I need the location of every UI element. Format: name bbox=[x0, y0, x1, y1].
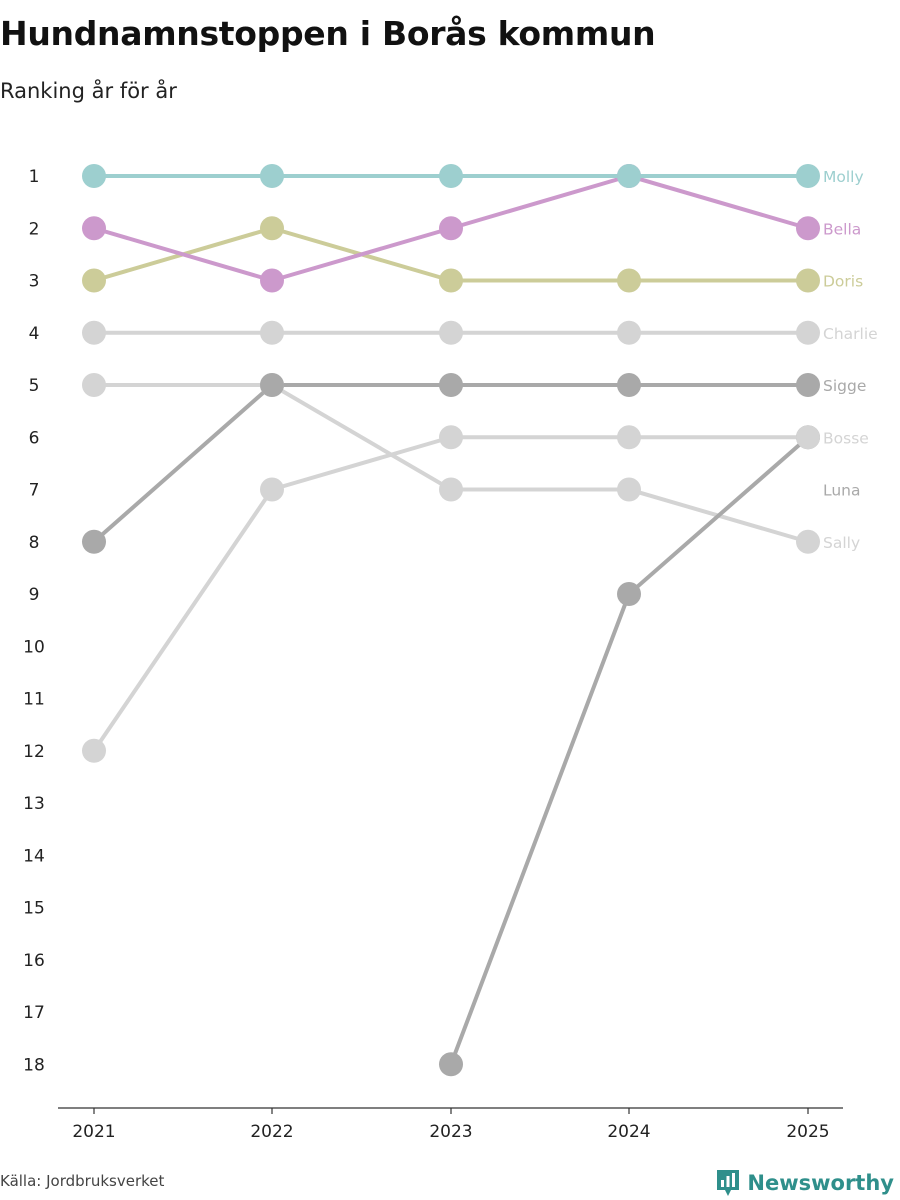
x-tick-label: 2023 bbox=[429, 1122, 472, 1142]
series-lines bbox=[92, 174, 810, 1065]
point-sally-2023 bbox=[439, 477, 463, 502]
series-line-sally bbox=[94, 383, 809, 544]
chart-subtitle: Ranking år för år bbox=[0, 79, 177, 103]
end-label-luna: Luna bbox=[823, 482, 861, 500]
point-bella-2021 bbox=[82, 216, 106, 241]
end-label-molly: Molly bbox=[823, 168, 864, 186]
series-line-luna bbox=[449, 435, 810, 1065]
point-charlie-2024 bbox=[617, 320, 641, 345]
point-bosse-2021 bbox=[82, 738, 106, 763]
x-axis: 2021 2022 2023 2024 2025 bbox=[58, 1107, 843, 1142]
point-bosse-2023 bbox=[439, 425, 463, 450]
point-bosse-2025 bbox=[796, 425, 820, 450]
y-tick-label: 13 bbox=[23, 794, 45, 814]
chart-title: Hundnamnstoppen i Borås kommun bbox=[0, 14, 656, 53]
series-points bbox=[82, 164, 820, 1077]
y-tick-label: 3 bbox=[29, 272, 40, 292]
point-sigge-2021 bbox=[82, 529, 106, 554]
point-sally-2021 bbox=[82, 373, 106, 397]
point-doris-2023 bbox=[439, 268, 463, 293]
series-line-sigge bbox=[92, 383, 808, 544]
point-bosse-2024 bbox=[617, 425, 641, 450]
end-label-charlie: Charlie bbox=[823, 325, 878, 343]
point-molly-2025 bbox=[796, 164, 820, 188]
x-tick-label: 2024 bbox=[607, 1122, 650, 1142]
y-tick-label: 7 bbox=[29, 481, 40, 501]
point-sigge-2022 bbox=[260, 373, 284, 397]
newsworthy-logo-icon bbox=[717, 1170, 740, 1196]
y-tick-label: 2 bbox=[29, 219, 40, 239]
point-molly-2022 bbox=[260, 164, 284, 188]
point-doris-2021 bbox=[82, 268, 106, 293]
y-tick-label: 10 bbox=[23, 637, 45, 657]
x-tick-label: 2021 bbox=[72, 1122, 115, 1142]
y-tick-label: 4 bbox=[29, 324, 40, 344]
y-tick-label: 14 bbox=[23, 846, 45, 866]
y-tick-label: 8 bbox=[29, 533, 40, 553]
brand-name: Newsworthy bbox=[747, 1171, 894, 1195]
source-note: Källa: Jordbruksverket bbox=[0, 1172, 165, 1190]
point-molly-2023 bbox=[439, 164, 463, 188]
point-bella-2023 bbox=[439, 216, 463, 241]
y-tick-label: 17 bbox=[23, 1003, 45, 1023]
point-bosse-2022 bbox=[260, 477, 284, 502]
brand-logo: Newsworthy bbox=[715, 1168, 894, 1198]
y-tick-label: 15 bbox=[23, 899, 45, 919]
y-tick-label: 6 bbox=[29, 428, 40, 448]
y-tick-label: 16 bbox=[23, 951, 45, 971]
y-tick-label: 12 bbox=[23, 742, 45, 762]
point-doris-2022 bbox=[260, 216, 284, 241]
point-charlie-2025 bbox=[796, 320, 820, 345]
point-doris-2024 bbox=[617, 268, 641, 293]
point-luna-2024 bbox=[617, 582, 641, 606]
point-sally-2025 bbox=[796, 529, 820, 554]
end-label-bella: Bella bbox=[823, 220, 861, 238]
x-tick-label: 2022 bbox=[250, 1122, 293, 1142]
y-tick-label: 9 bbox=[29, 585, 40, 605]
y-tick-label: 1 bbox=[29, 167, 40, 187]
point-sigge-2024 bbox=[617, 373, 641, 397]
end-label-bosse: Bosse bbox=[823, 429, 869, 447]
point-bella-2022 bbox=[260, 268, 284, 293]
point-charlie-2023 bbox=[439, 320, 463, 345]
point-doris-2025 bbox=[796, 268, 820, 293]
end-label-doris: Doris bbox=[823, 273, 863, 291]
end-label-sigge: Sigge bbox=[823, 377, 866, 395]
point-sigge-2023 bbox=[439, 373, 463, 397]
point-molly-2024 bbox=[617, 164, 641, 188]
point-molly-2021 bbox=[82, 164, 106, 188]
x-tick-label: 2025 bbox=[786, 1122, 829, 1142]
end-label-sally: Sally bbox=[823, 534, 860, 552]
y-tick-label: 5 bbox=[29, 376, 40, 396]
point-bella-2025 bbox=[796, 216, 820, 241]
y-tick-label: 11 bbox=[23, 690, 45, 710]
end-labels: Molly Bella Doris Charlie Sigge Bosse Luna Sall… bbox=[823, 168, 878, 552]
point-charlie-2021 bbox=[82, 320, 106, 345]
y-tick-label: 18 bbox=[23, 1055, 45, 1075]
point-sally-2024 bbox=[617, 477, 641, 502]
point-luna-2023 bbox=[439, 1052, 463, 1077]
point-charlie-2022 bbox=[260, 320, 284, 345]
point-sigge-2025 bbox=[796, 373, 820, 397]
